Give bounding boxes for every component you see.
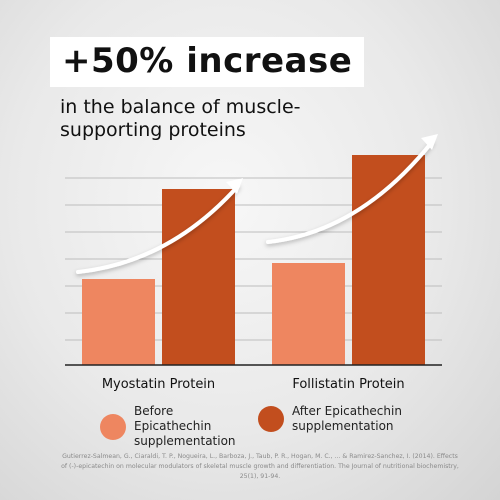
subtitle: in the balance of muscle-supporting prot… <box>60 96 301 141</box>
trend-arrow-1 <box>266 140 434 244</box>
category-label-0: Myostatin Protein <box>102 377 215 392</box>
bar-before-0 <box>82 279 155 365</box>
bar-after-0 <box>162 189 235 365</box>
legend-label-before: Before Epicathechin supplementation <box>134 404 236 448</box>
arrow-head-icon-0 <box>226 178 243 194</box>
arrow-head-icon-1 <box>421 134 438 150</box>
category-label-1: Follistatin Protein <box>292 377 404 392</box>
bar-chart: Myostatin Protein Follistatin Protein <box>65 134 442 392</box>
legend-swatch-before <box>100 413 126 440</box>
headline: +50% increase <box>62 41 353 81</box>
legend-item-after: After Epicathechin supplementation <box>258 404 412 434</box>
legend-item-before: Before Epicathechin supplementation <box>100 404 254 449</box>
legend-swatch-after <box>258 406 284 432</box>
trend-arrow-0 <box>76 184 240 274</box>
bar-before-1 <box>272 263 345 365</box>
headline-box: +50% increase <box>50 37 365 87</box>
citation: Gutierrez-Salmean, G., Ciaraldi, T. P., … <box>61 453 459 480</box>
legend-label-after: After Epicathechin supplementation <box>292 404 402 433</box>
